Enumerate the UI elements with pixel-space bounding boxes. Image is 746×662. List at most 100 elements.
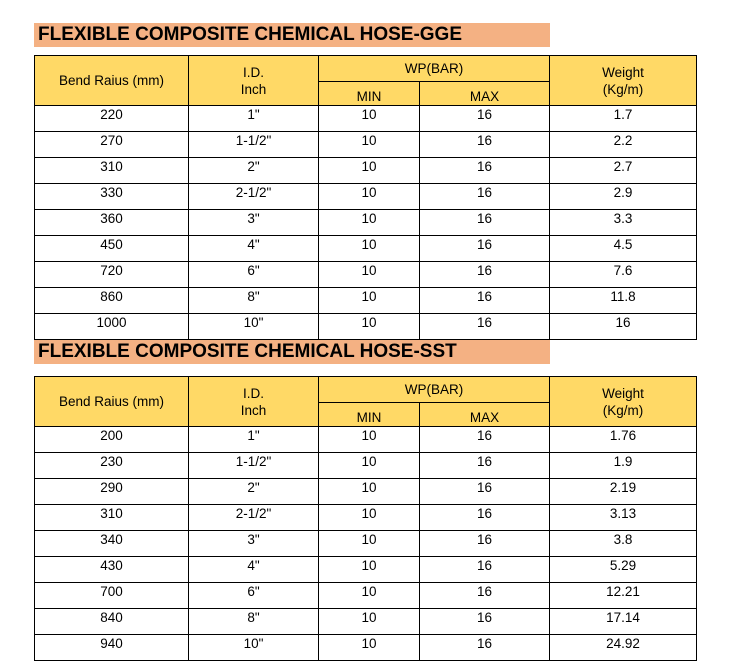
cell-min: 10 [318,452,420,479]
cell-weight: 1.76 [549,426,697,453]
table-row: 200 1" 10 16 1.76 [34,426,697,453]
cell-bend-radius: 310 [34,157,189,184]
table-row: 270 1-1/2" 10 16 2.2 [34,131,697,158]
cell-min: 10 [318,105,420,132]
cell-id: 6" [188,582,319,609]
cell-bend-radius: 450 [34,235,189,262]
header-bend-radius: Bend Raius (mm) [34,376,189,427]
header-id-line2: Inch [240,81,267,97]
header-wp: WP(BAR) [318,376,550,403]
table-row: 940 10" 10 16 24.92 [34,634,697,661]
cell-max: 16 [419,313,550,340]
cell-weight: 3.13 [549,504,697,531]
spec-table-gge: Bend Raius (mm) I.D. Inch WP(BAR) Weight… [34,55,697,340]
cell-weight: 1.9 [549,452,697,479]
header-id-line1: I.D. [242,385,264,401]
table-row: 330 2-1/2" 10 16 2.9 [34,183,697,210]
cell-max: 16 [419,157,550,184]
cell-bend-radius: 700 [34,582,189,609]
cell-bend-radius: 220 [34,105,189,132]
cell-max: 16 [419,209,550,236]
cell-min: 10 [318,582,420,609]
cell-min: 10 [318,634,420,661]
spec-table-sst: Bend Raius (mm) I.D. Inch WP(BAR) Weight… [34,376,697,661]
cell-id: 1" [188,105,319,132]
cell-min: 10 [318,530,420,557]
table-row: 430 4" 10 16 5.29 [34,556,697,583]
header-id: I.D. Inch [188,376,319,427]
cell-id: 10" [188,634,319,661]
cell-max: 16 [419,183,550,210]
cell-bend-radius: 940 [34,634,189,661]
table-row: 360 3" 10 16 3.3 [34,209,697,236]
cell-bend-radius: 310 [34,504,189,531]
cell-min: 10 [318,287,420,314]
cell-max: 16 [419,530,550,557]
cell-max: 16 [419,235,550,262]
section-title-sst: FLEXIBLE COMPOSITE CHEMICAL HOSE-SST [34,340,550,364]
header-min: MIN [318,402,420,427]
cell-min: 10 [318,426,420,453]
cell-max: 16 [419,478,550,505]
cell-weight: 12.21 [549,582,697,609]
cell-min: 10 [318,261,420,288]
table-row: 230 1-1/2" 10 16 1.9 [34,452,697,479]
cell-id: 1-1/2" [188,452,319,479]
cell-max: 16 [419,287,550,314]
header-max: MAX [419,81,550,106]
cell-id: 3" [188,209,319,236]
cell-bend-radius: 330 [34,183,189,210]
cell-max: 16 [419,634,550,661]
table-row: 340 3" 10 16 3.8 [34,530,697,557]
cell-bend-radius: 230 [34,452,189,479]
cell-id: 2" [188,478,319,505]
cell-max: 16 [419,452,550,479]
cell-bend-radius: 860 [34,287,189,314]
cell-weight: 3.3 [549,209,697,236]
header-max: MAX [419,402,550,427]
header-weight-line2: (Kg/m) [602,81,644,97]
header-weight: Weight (Kg/m) [549,55,697,106]
cell-id: 8" [188,287,319,314]
cell-bend-radius: 270 [34,131,189,158]
header-id: I.D. Inch [188,55,319,106]
cell-id: 8" [188,608,319,635]
header-bend-radius: Bend Raius (mm) [34,55,189,106]
cell-weight: 2.19 [549,478,697,505]
cell-id: 6" [188,261,319,288]
cell-min: 10 [318,608,420,635]
header-id-line1: I.D. [242,64,264,80]
header-weight-line1: Weight [602,385,644,401]
cell-weight: 7.6 [549,261,697,288]
cell-weight: 5.29 [549,556,697,583]
cell-weight: 2.2 [549,131,697,158]
table-row: 720 6" 10 16 7.6 [34,261,697,288]
cell-weight: 24.92 [549,634,697,661]
table-row: 1000 10" 10 16 16 [34,313,697,340]
cell-bend-radius: 360 [34,209,189,236]
table-row: 220 1" 10 16 1.7 [34,105,697,132]
section-title-gge: FLEXIBLE COMPOSITE CHEMICAL HOSE-GGE [34,23,550,47]
cell-bend-radius: 340 [34,530,189,557]
cell-max: 16 [419,426,550,453]
header-wp: WP(BAR) [318,55,550,82]
cell-id: 3" [188,530,319,557]
cell-max: 16 [419,261,550,288]
header-weight-line2: (Kg/m) [602,402,644,418]
cell-bend-radius: 1000 [34,313,189,340]
cell-id: 4" [188,556,319,583]
cell-max: 16 [419,504,550,531]
cell-min: 10 [318,556,420,583]
table-row: 310 2" 10 16 2.7 [34,157,697,184]
cell-max: 16 [419,105,550,132]
cell-min: 10 [318,183,420,210]
table-row: 450 4" 10 16 4.5 [34,235,697,262]
cell-bend-radius: 290 [34,478,189,505]
table-row: 290 2" 10 16 2.19 [34,478,697,505]
cell-max: 16 [419,608,550,635]
cell-min: 10 [318,209,420,236]
cell-weight: 16 [549,313,697,340]
cell-bend-radius: 840 [34,608,189,635]
cell-min: 10 [318,313,420,340]
cell-min: 10 [318,157,420,184]
